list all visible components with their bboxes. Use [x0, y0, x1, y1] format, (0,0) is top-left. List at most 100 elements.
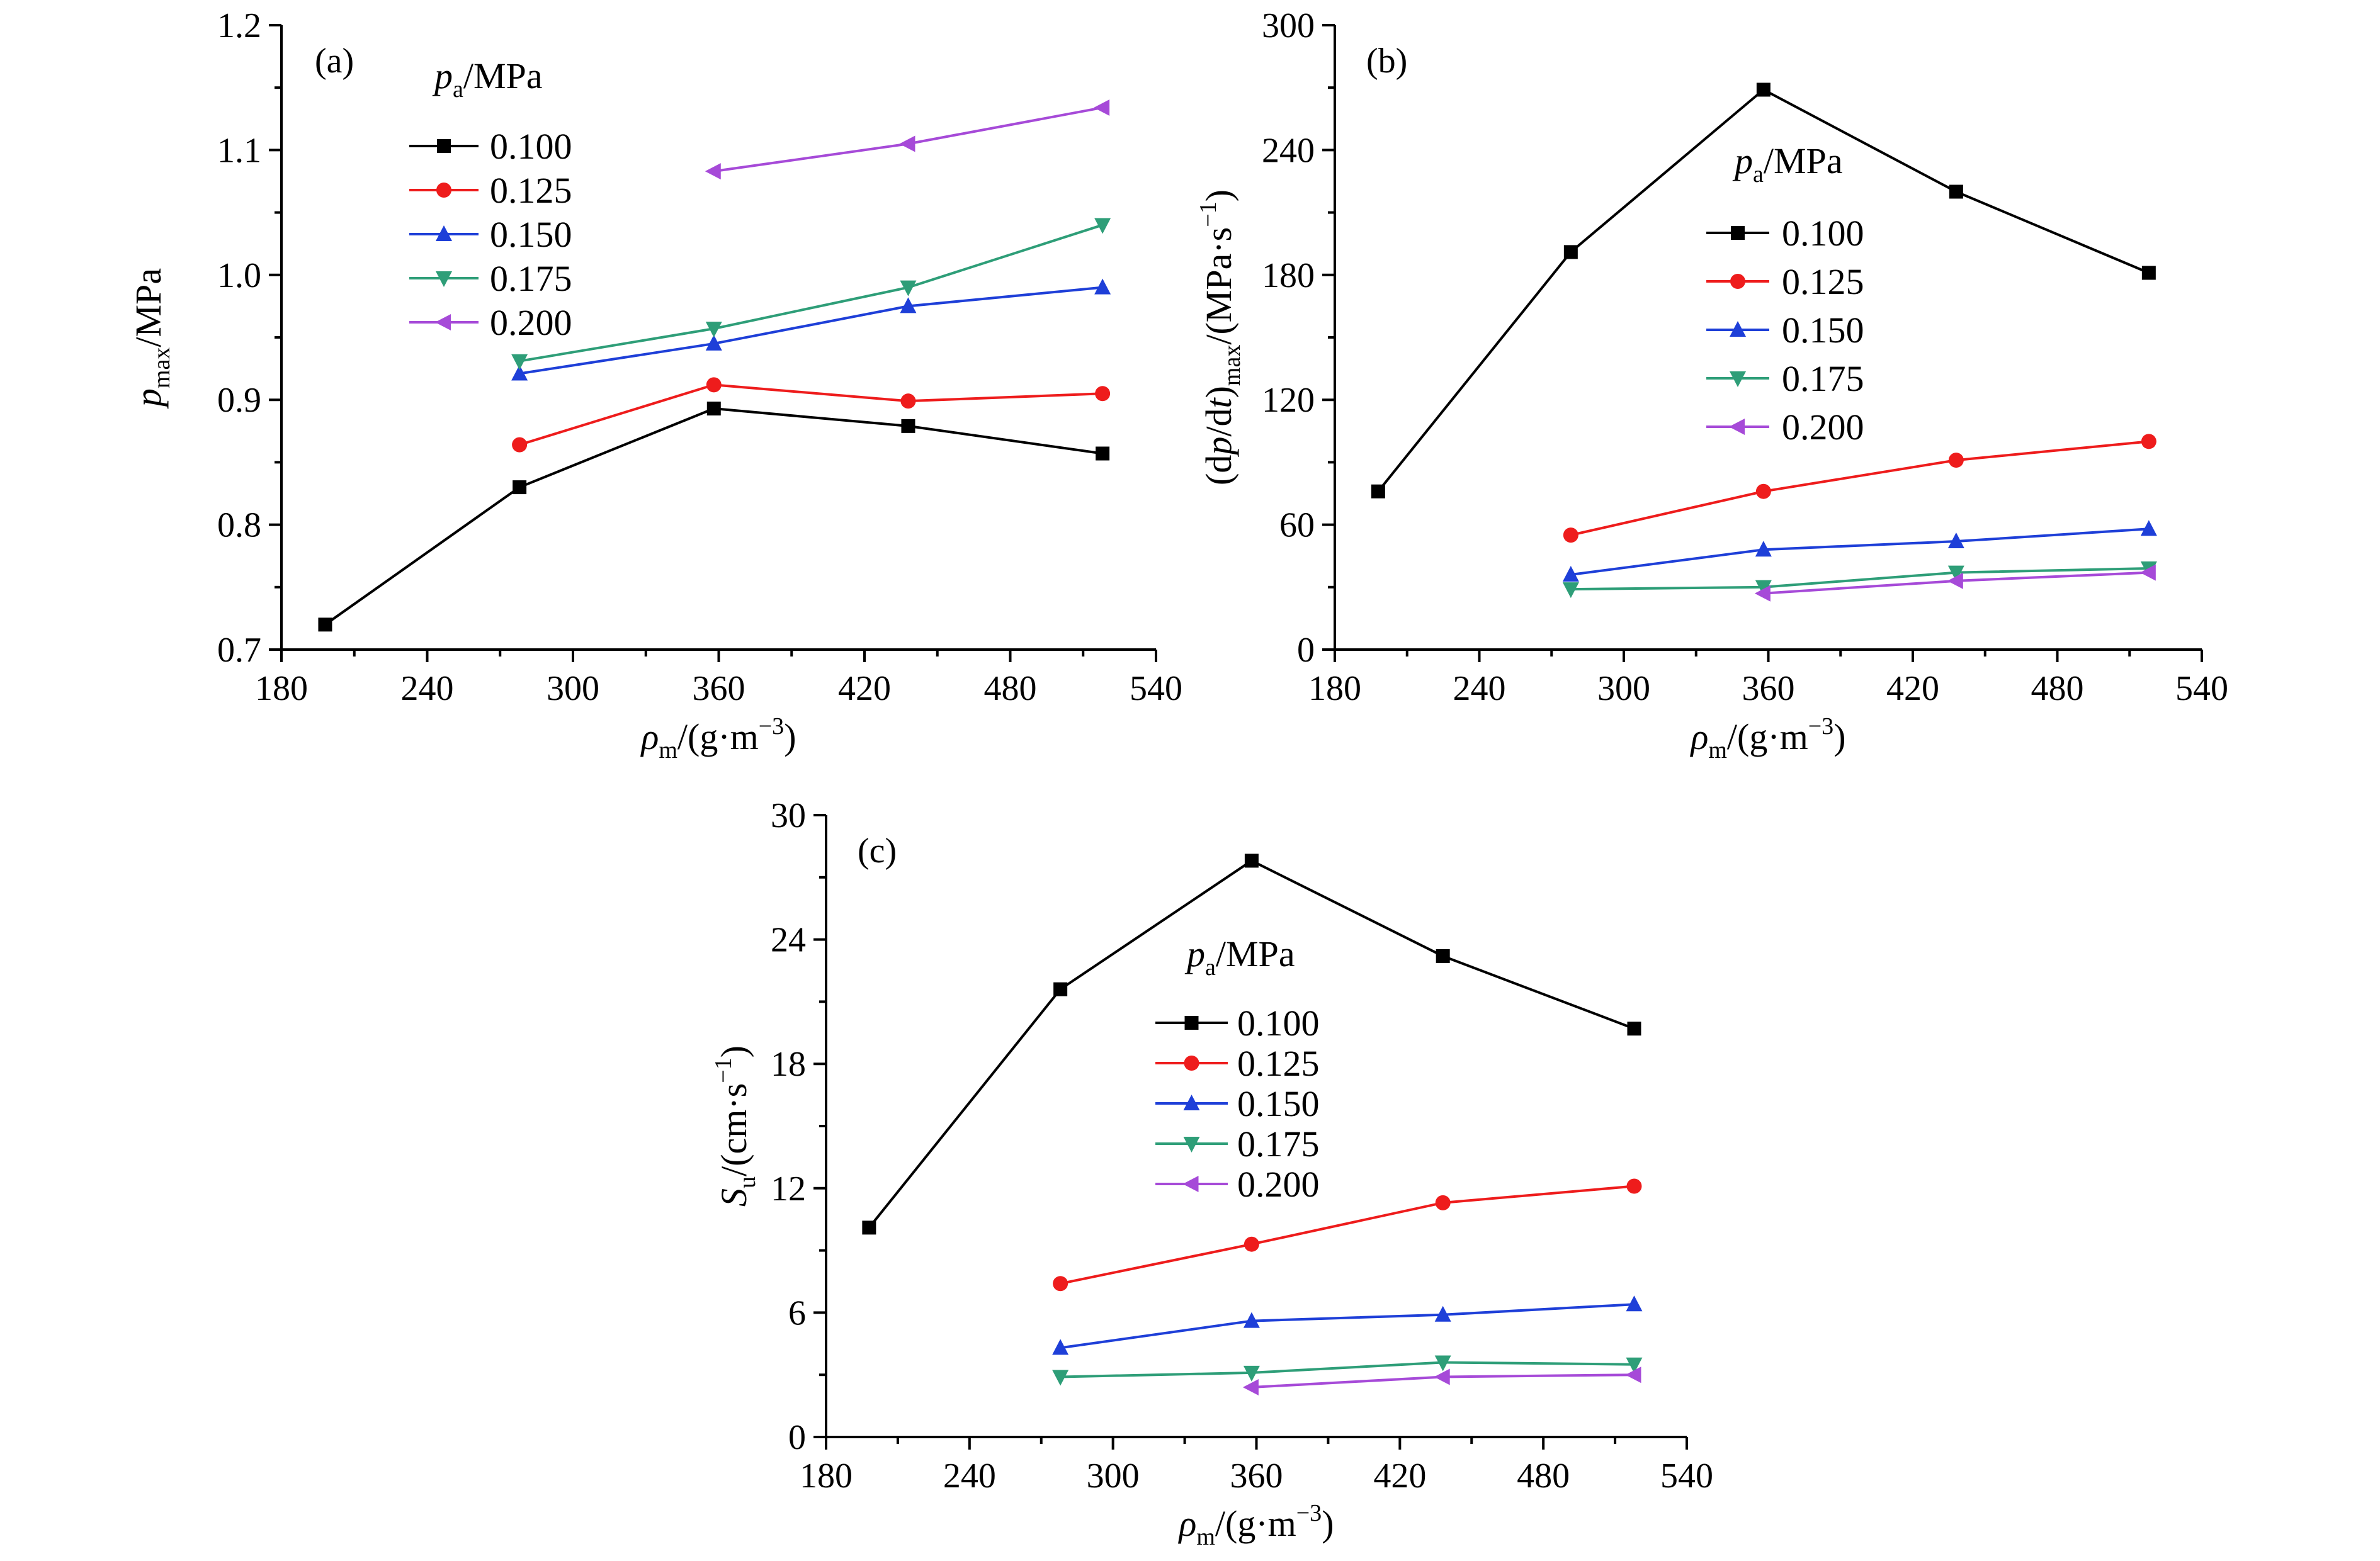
- x-axis-title-superscript: −3: [1296, 1500, 1322, 1526]
- data-point-0.150: [1243, 1312, 1260, 1328]
- x-axis-title-subscript: m: [659, 737, 677, 764]
- x-axis-title-unit: /(g·m: [1215, 1503, 1296, 1544]
- legend-entry-label: 0.200: [1237, 1164, 1320, 1205]
- data-point-0.100: [1949, 184, 1963, 199]
- legend-title-subscript: a: [1753, 161, 1764, 188]
- legend-swatch-marker: [1182, 1176, 1199, 1192]
- data-point-0.100: [513, 480, 527, 495]
- legend-title-symbol: p: [432, 55, 453, 96]
- data-point-0.200: [1434, 1368, 1450, 1385]
- series-line-0.150: [519, 286, 1103, 375]
- x-tick-label: 300: [547, 669, 599, 708]
- data-point-0.175: [1755, 580, 1772, 596]
- data-point-0.150: [1094, 278, 1111, 295]
- data-point-0.125: [900, 393, 916, 409]
- legend-swatch-marker: [1730, 274, 1745, 289]
- data-point-0.100: [1627, 1022, 1641, 1036]
- y-axis-title-superscript: −1: [710, 1057, 737, 1083]
- data-point-0.150: [511, 364, 528, 381]
- data-point-0.125: [706, 377, 722, 393]
- legend-swatch-marker: [1184, 1016, 1199, 1030]
- legend-swatch-marker: [1183, 1137, 1200, 1152]
- series-line-0.125: [1570, 440, 2150, 537]
- y-tick-label: 120: [1262, 381, 1315, 420]
- data-point-0.175: [1434, 1355, 1451, 1372]
- data-point-0.150: [1562, 565, 1579, 582]
- x-axis-title-superscript: −3: [759, 713, 784, 740]
- x-tick-label: 360: [1230, 1457, 1283, 1496]
- legend-swatch-marker: [437, 139, 451, 153]
- data-point-0.150: [1434, 1305, 1451, 1322]
- x-axis-title-symbol: ρ: [640, 716, 659, 757]
- legend-title-unit: /MPa: [1764, 140, 1843, 181]
- data-point-0.150: [2140, 520, 2157, 536]
- x-axis-title-symbol: ρ: [1689, 716, 1708, 757]
- y-tick-label: 6: [788, 1293, 806, 1333]
- series-line-0.125: [1060, 1185, 1635, 1285]
- data-point-0.175: [1947, 565, 1964, 582]
- data-point-0.100: [1563, 245, 1578, 259]
- x-tick-label: 480: [2031, 669, 2084, 708]
- data-point-0.175: [900, 280, 917, 296]
- x-tick-label: 420: [1886, 669, 1939, 708]
- legend-entry-label: 0.150: [1237, 1083, 1320, 1124]
- chart-panel-b: 180 240 300 360 420 480 540 0 60 120 180 240 300 (b) ρ…: [1195, 6, 2228, 764]
- data-point-0.100: [318, 617, 332, 632]
- y-tick-label: 0: [1297, 631, 1315, 670]
- data-point-0.200: [1625, 1367, 1641, 1383]
- series-line-0.150: [1060, 1303, 1635, 1350]
- data-point-0.150: [900, 297, 917, 313]
- y-tick-label: 1.0: [217, 256, 261, 295]
- x-tick-label: 180: [800, 1457, 853, 1496]
- y-tick-label: 1.2: [217, 6, 261, 45]
- legend-swatch-marker: [435, 314, 451, 330]
- data-point-0.175: [1562, 582, 1579, 599]
- x-axis-title-superscript: −3: [1808, 713, 1833, 740]
- legend-title-subscript: a: [453, 76, 463, 103]
- y-tick-label: 0.8: [217, 506, 261, 545]
- data-point-0.200: [1947, 572, 1963, 589]
- legend-swatch-marker: [436, 271, 452, 287]
- y-axis-title-subscript: u: [734, 1176, 761, 1188]
- data-point-0.100: [706, 402, 721, 416]
- x-axis-title: ρm/(g·m−3): [1689, 713, 1845, 764]
- data-point-0.200: [1754, 585, 1771, 602]
- y-tick-label: 180: [1262, 256, 1315, 295]
- x-axis-title-unit: /(g·m: [1727, 716, 1808, 757]
- y-tick-label: 60: [1279, 506, 1315, 545]
- legend-swatch-marker: [1184, 1056, 1199, 1071]
- data-point-0.175: [1052, 1370, 1069, 1386]
- y-tick-label: 24: [771, 921, 806, 960]
- legend-entry-label: 0.125: [1782, 261, 1864, 302]
- data-point-0.175: [1626, 1357, 1643, 1373]
- y-tick-label: 12: [771, 1169, 806, 1209]
- y-axis-title-close: ): [1198, 189, 1239, 201]
- x-axis-title-subscript: m: [1196, 1524, 1215, 1550]
- x-tick-label: 360: [1742, 669, 1795, 708]
- legend-entry-label: 0.100: [1782, 213, 1864, 254]
- y-tick-label: 0: [788, 1418, 806, 1457]
- y-axis-title-unit: /(cm·s: [713, 1083, 754, 1176]
- chart-panel-a: 180 240 300 360 420 480 540 0.7 0.8 0.9 1.0 1.1 1.2 (…: [128, 6, 1182, 764]
- y-axis-title-close: ): [713, 1045, 754, 1057]
- x-axis-title: ρm/(g·m−3): [640, 713, 796, 764]
- legend-entry-label: 0.125: [1237, 1043, 1320, 1084]
- data-point-0.100: [901, 419, 915, 433]
- legend-swatch-marker: [436, 183, 451, 198]
- x-tick-label: 240: [943, 1457, 996, 1496]
- data-point-0.100: [1371, 484, 1385, 499]
- y-tick-label: 30: [771, 796, 806, 835]
- legend-swatch-marker: [436, 225, 452, 241]
- y-axis-title-symbol: p: [128, 388, 169, 409]
- chart-panel-c: 180 240 300 360 420 480 540 0 6 12 18 24 30 (c) ρm/(g·…: [710, 796, 1713, 1550]
- x-tick-label: 540: [2175, 669, 2228, 708]
- data-point-0.175: [1094, 218, 1111, 234]
- data-point-0.125: [1053, 1276, 1068, 1292]
- y-axis-title-unit: /(MPa·s: [1198, 227, 1239, 345]
- data-point-0.100: [1053, 982, 1068, 996]
- x-axis-title-symbol: ρ: [1177, 1503, 1196, 1544]
- series-line-0.175: [519, 223, 1103, 363]
- series-line-0.175: [1570, 567, 2149, 591]
- legend-swatch-marker: [1730, 371, 1746, 387]
